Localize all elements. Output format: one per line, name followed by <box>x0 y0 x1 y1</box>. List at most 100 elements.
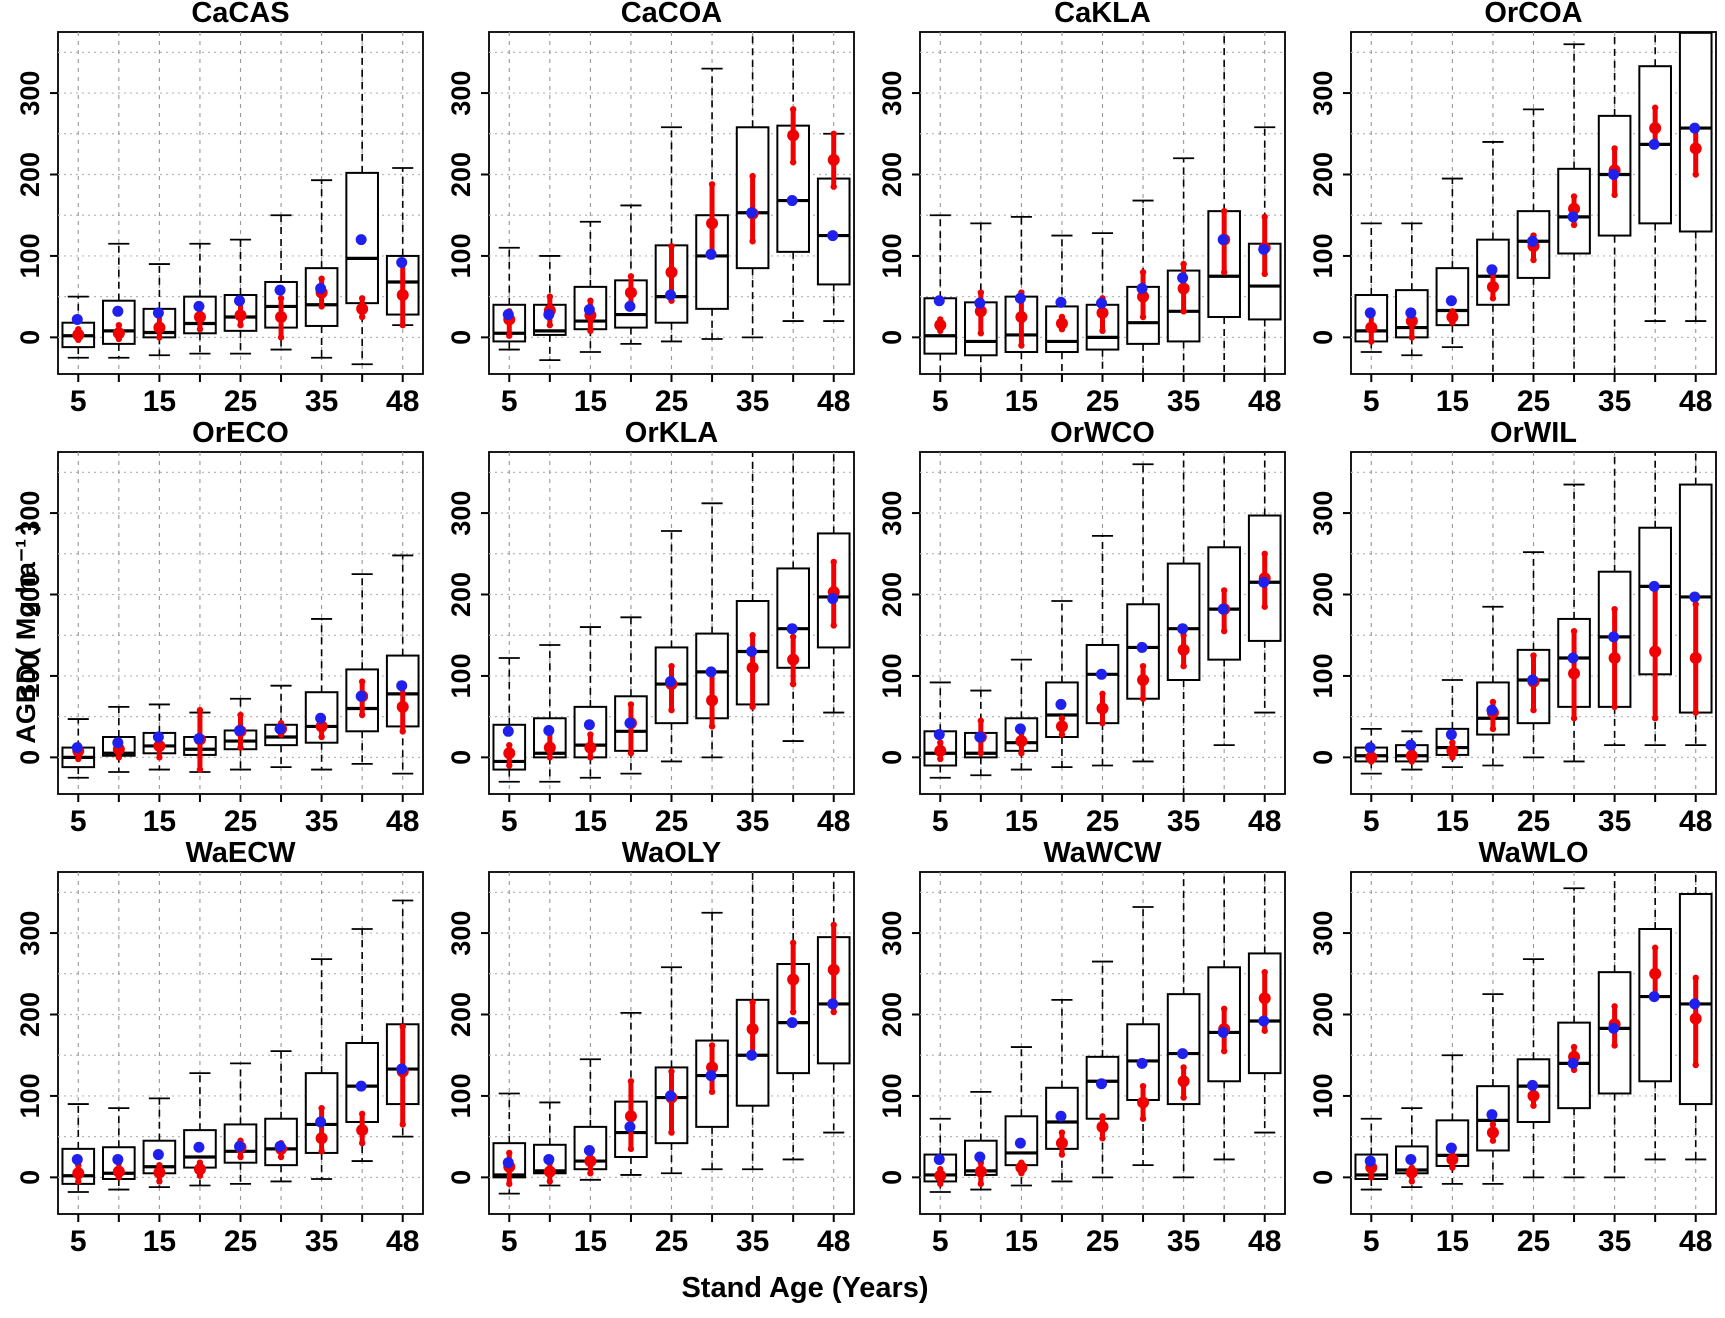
x-tick-label: 35 <box>1167 1225 1200 1258</box>
blue-mean-point <box>705 1070 717 1082</box>
blue-mean-point <box>1567 1057 1579 1069</box>
red-estimate-point <box>787 653 800 666</box>
blue-mean-point <box>1445 295 1457 307</box>
y-tick-label: 100 <box>877 1073 907 1118</box>
red-estimate-point <box>543 1165 556 1178</box>
x-tick-label: 5 <box>70 1225 87 1258</box>
y-tick-label: 100 <box>877 653 907 698</box>
blue-mean-point <box>1608 169 1620 180</box>
red-error-cap-low <box>1099 719 1106 727</box>
box <box>1085 643 1120 725</box>
box <box>1557 1021 1591 1110</box>
x-tick-label: 5 <box>70 385 87 418</box>
y-tick-label: 0 <box>15 750 45 765</box>
red-error-cap-low <box>75 1178 82 1185</box>
red-error-cap-high <box>318 275 325 282</box>
red-error-cap-high <box>1139 1082 1147 1090</box>
red-error-cap-low <box>1180 662 1187 670</box>
y-tick-label: 100 <box>15 653 45 698</box>
blue-mean-point <box>1055 698 1067 710</box>
x-tick-label: 15 <box>1436 385 1469 418</box>
red-estimate-point <box>275 311 288 323</box>
panel-CaKLA: CaKLA 0 100 200 300 5 15 25 35 48 <box>862 0 1293 420</box>
red-estimate-point <box>1096 702 1109 715</box>
x-tick-label: 15 <box>1005 805 1038 838</box>
red-error-cap-high <box>668 662 675 670</box>
blue-mean-point <box>1217 1026 1229 1038</box>
panel-title: WaWLO <box>1478 840 1588 869</box>
y-tick-label: 100 <box>15 1073 45 1118</box>
x-tick-label: 15 <box>143 1225 176 1258</box>
blue-mean-point <box>193 733 205 745</box>
red-error-cap-high <box>237 711 244 719</box>
red-estimate-point <box>1649 967 1662 980</box>
red-error-cap-low <box>1611 191 1618 199</box>
red-error-cap-high <box>668 242 675 250</box>
panel-plot-WaECW: WaECW 0 100 200 300 5 15 25 35 48 <box>15 837 424 1258</box>
x-tick-label: 48 <box>817 1225 850 1258</box>
blue-mean-point <box>746 646 758 657</box>
blue-mean-point <box>112 1153 124 1165</box>
red-error-cap-high <box>1449 739 1456 746</box>
blue-mean-point <box>355 690 367 702</box>
red-error-cap-high <box>1220 1005 1228 1012</box>
blue-mean-point <box>1527 674 1538 686</box>
red-error-cap-high <box>587 297 594 304</box>
y-tick-label: 300 <box>446 911 476 956</box>
red-estimate-point <box>1137 1096 1150 1109</box>
red-error-cap-low <box>399 1121 406 1128</box>
y-tick-label: 300 <box>1308 911 1338 956</box>
red-error-cap-high <box>708 1042 716 1049</box>
y-tick-label: 0 <box>1308 1170 1338 1185</box>
red-estimate-point <box>1015 735 1028 748</box>
panel-WaECW: WaECW 0 100 200 300 5 15 25 35 48 <box>0 837 431 1260</box>
red-error-cap-high <box>506 1149 513 1157</box>
x-tick-label: 48 <box>1248 385 1281 418</box>
x-tick-label: 15 <box>1005 1225 1038 1258</box>
red-error-cap-low <box>1449 1164 1456 1171</box>
panel-plot-OrECO: OrECO 0 100 200 300 5 15 25 35 48 <box>15 417 424 838</box>
red-error-cap-low <box>937 1180 944 1188</box>
x-tick-label: 25 <box>1517 1225 1550 1258</box>
y-tick-label: 300 <box>1308 71 1338 116</box>
red-estimate-point <box>153 739 166 752</box>
red-error-cap-low <box>318 1148 325 1155</box>
red-error-cap-high <box>1570 1043 1578 1051</box>
y-tick-label: 200 <box>446 572 476 617</box>
red-estimate-point <box>584 741 597 754</box>
red-estimate-point <box>356 1124 369 1137</box>
x-tick-label: 25 <box>224 805 257 838</box>
red-error-cap-high <box>977 717 985 724</box>
blue-mean-point <box>1445 1142 1457 1154</box>
red-error-cap-low <box>546 321 554 329</box>
blue-mean-point <box>624 300 636 312</box>
panel-plot-WaOLY: WaOLY 0 100 200 300 5 15 25 35 48 <box>446 837 855 1258</box>
x-tick-label: 48 <box>817 805 850 838</box>
red-error-cap-low <box>1530 706 1537 714</box>
x-tick-label: 35 <box>1167 385 1200 418</box>
x-tick-label: 5 <box>501 385 518 418</box>
panel-OrKLA: OrKLA 0 100 200 300 5 15 25 35 48 <box>431 417 862 840</box>
red-error-cap-low <box>156 754 163 761</box>
panel-plot-CaCOA: CaCOA 0 100 200 300 5 15 25 35 48 <box>446 0 855 418</box>
x-tick-label: 35 <box>305 385 338 418</box>
red-estimate-point <box>356 302 369 315</box>
red-estimate-point <box>827 963 840 976</box>
red-estimate-point <box>1177 643 1190 656</box>
red-error-cap-high <box>830 558 837 566</box>
blue-mean-point <box>624 717 636 729</box>
blue-mean-point <box>1096 297 1107 309</box>
red-error-cap-high <box>977 289 985 296</box>
y-tick-label: 300 <box>877 491 907 536</box>
red-error-cap-low <box>1180 308 1187 315</box>
red-estimate-point <box>1568 667 1581 680</box>
red-error-cap-low <box>977 330 985 337</box>
blue-mean-point <box>1014 1137 1026 1149</box>
blue-mean-point <box>1608 631 1620 643</box>
x-tick-label: 48 <box>817 385 850 418</box>
red-error-cap-low <box>318 733 325 741</box>
y-axis-label: AGBD ( Mg ha⁻¹ ) <box>11 522 41 744</box>
blue-mean-point <box>71 1153 83 1165</box>
red-error-cap-high <box>1058 1129 1066 1136</box>
red-estimate-point <box>746 1023 759 1036</box>
